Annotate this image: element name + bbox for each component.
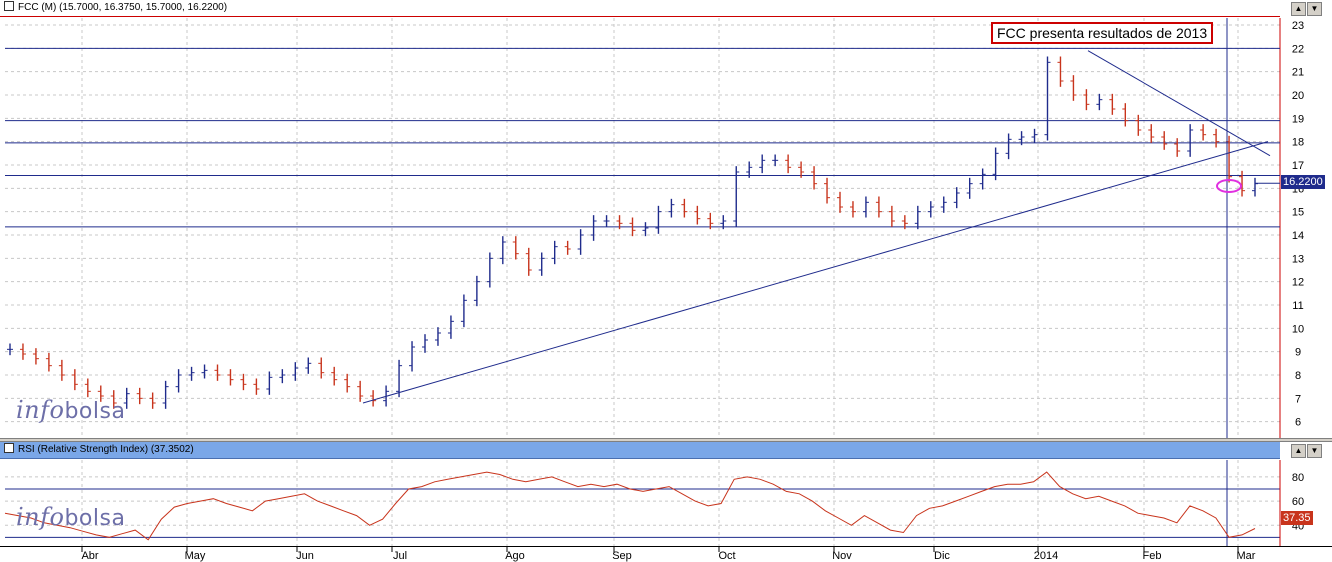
uptrend-line [362, 141, 1269, 404]
y-tick-label: 18 [1292, 137, 1304, 149]
downtrend-line [1087, 50, 1271, 157]
x-tick-label: Feb [1143, 550, 1162, 562]
x-tick-label: Dic [934, 550, 950, 562]
y-tick-label: 17 [1292, 160, 1304, 172]
y-tick-label: 22 [1292, 43, 1304, 55]
y-tick-label: 6 [1295, 417, 1301, 429]
y-tick-label: 9 [1295, 347, 1301, 359]
rsi-pane-title: RSI (Relative Strength Index) (37.3502) [18, 444, 194, 455]
x-axis-labels: Abr May Jun Jul Ago Sep Oct Nov Dic 2014 Feb Mar [81, 547, 1256, 562]
y-tick-label: 12 [1292, 277, 1304, 289]
x-tick-label: Abr [81, 550, 98, 562]
y-tick-label: 11 [1292, 300, 1303, 312]
highlight-ellipse [1216, 179, 1242, 193]
x-axis: Abr May Jun Jul Ago Sep Oct Nov Dic 2014 Feb Mar [0, 546, 1332, 562]
y-tick-label: 7 [1295, 393, 1301, 405]
infobolsa-logo: infobolsa [16, 503, 126, 531]
x-tick-label: Jul [393, 550, 407, 562]
y-tick-label: 60 [1292, 496, 1304, 508]
rsi-pane-titlebar: RSI (Relative Strength Index) (37.3502) [0, 442, 1280, 459]
rsi-series-line [4, 471, 1256, 541]
last-rsi-badge: 37.35 [1281, 511, 1313, 525]
pane-menu-icon[interactable] [4, 1, 14, 11]
scroll-down-icon[interactable]: ▼ [1307, 444, 1322, 458]
pane-menu-icon[interactable] [4, 443, 14, 453]
scroll-down-icon[interactable]: ▼ [1307, 2, 1322, 16]
y-tick-label: 15 [1292, 207, 1304, 219]
y-tick-label: 13 [1292, 253, 1304, 265]
x-tick-label: Nov [832, 550, 852, 562]
scroll-up-icon[interactable]: ▲ [1291, 2, 1306, 16]
y-tick-label: 80 [1292, 472, 1304, 484]
y-tick-label: 21 [1292, 67, 1304, 79]
y-tick-label: 10 [1292, 323, 1304, 335]
x-tick-label: Jun [296, 550, 314, 562]
price-pane-titlebar: FCC (M) (15.7000, 16.3750, 15.7000, 16.2… [0, 0, 1280, 17]
annotation-box: FCC presenta resultados de 2013 [991, 22, 1214, 44]
y-tick-label: 14 [1292, 230, 1304, 242]
last-price-badge: 16.2200 [1281, 175, 1325, 190]
x-tick-label: May [185, 550, 206, 562]
x-tick-label: 2014 [1034, 550, 1058, 562]
scroll-up-icon[interactable]: ▲ [1291, 444, 1306, 458]
x-tick-label: Ago [505, 550, 525, 562]
y-tick-label: 19 [1292, 113, 1304, 125]
x-tick-label: Oct [718, 550, 735, 562]
y-tick-label: 23 [1292, 20, 1304, 32]
price-pane-title: FCC (M) (15.7000, 16.3750, 15.7000, 16.2… [18, 2, 228, 13]
infobolsa-logo: infobolsa [16, 396, 126, 424]
y-tick-label: 8 [1295, 370, 1301, 382]
x-tick-label: Mar [1237, 550, 1256, 562]
price-pane: FCC (M) (15.7000, 16.3750, 15.7000, 16.2… [0, 0, 1332, 439]
y-tick-label: 20 [1292, 90, 1304, 102]
x-tick-label: Sep [612, 550, 632, 562]
rsi-pane: RSI (Relative Strength Index) (37.3502) … [0, 441, 1332, 547]
